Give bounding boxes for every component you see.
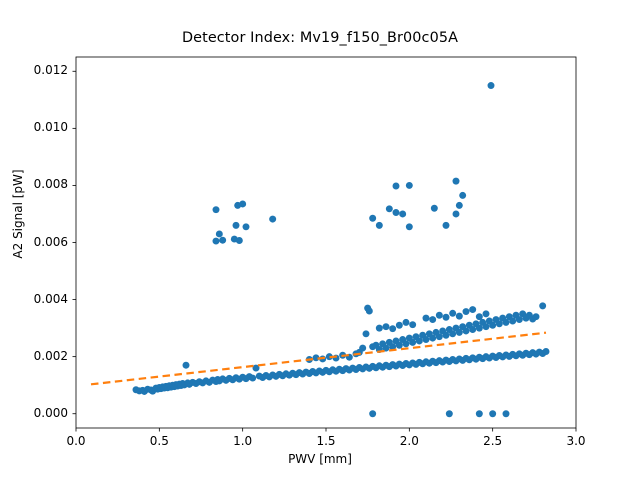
scatter-point <box>365 307 373 315</box>
x-tick-label: 0.0 <box>66 434 86 448</box>
scatter-point <box>515 316 523 324</box>
scatter-point <box>469 306 477 314</box>
scatter-point <box>502 318 510 326</box>
scatter-point <box>249 374 257 382</box>
scatter-point <box>325 353 333 361</box>
y-tick-label: 0.012 <box>33 63 68 78</box>
scatter-point <box>269 215 277 223</box>
x-tick-label: 1.0 <box>233 434 253 448</box>
scatter-point <box>409 321 417 329</box>
scatter-point <box>452 210 460 218</box>
scatter-point <box>402 318 410 326</box>
scatter-point <box>385 205 393 213</box>
y-tick-label: 0.006 <box>33 234 68 249</box>
scatter-point <box>212 237 220 245</box>
scatter-point <box>452 177 460 185</box>
trendline-dashed <box>90 331 547 386</box>
scatter-point <box>445 410 453 418</box>
scatter-point <box>395 341 403 349</box>
scatter-point <box>455 328 463 336</box>
scatter-point <box>509 317 517 325</box>
scatter-point <box>429 334 437 342</box>
scatter-point <box>539 302 547 310</box>
scatter-point <box>475 324 483 332</box>
scatter-point <box>430 204 438 212</box>
scatter-point <box>415 337 423 345</box>
scatter-point <box>359 344 367 352</box>
scatter-point <box>489 321 497 329</box>
scatter-point <box>429 316 437 324</box>
scatter-point <box>405 181 413 189</box>
scatter-point <box>487 82 495 90</box>
scatter-point <box>495 320 503 328</box>
scatter-point <box>375 221 383 229</box>
scatter-point <box>392 209 400 217</box>
scatter-point <box>475 313 483 321</box>
scatter-point <box>362 330 370 338</box>
scatter-point <box>409 338 417 346</box>
scatter-point <box>462 327 470 335</box>
scatter-point <box>389 343 397 351</box>
scatter-point <box>449 330 457 338</box>
scatter-point <box>482 323 490 331</box>
scatter-point <box>435 333 443 341</box>
scatter-point <box>369 214 377 222</box>
scatter-point <box>542 348 550 355</box>
scatter-point <box>455 201 463 209</box>
scatter-point <box>449 309 457 317</box>
scatter-point <box>405 223 413 231</box>
x-tick-label: 1.5 <box>316 434 336 448</box>
data-points <box>132 82 550 418</box>
scatter-point <box>442 313 450 321</box>
scatter-point <box>232 221 240 229</box>
scatter-point <box>532 313 540 321</box>
scatter-point <box>402 340 410 348</box>
x-tick-label: 2.0 <box>399 434 419 448</box>
scatter-point <box>442 331 450 339</box>
y-tick-label: 0.010 <box>33 120 68 135</box>
scatter-point <box>375 324 383 332</box>
y-tick-label: 0.000 <box>33 405 68 420</box>
scatter-point <box>242 223 250 231</box>
scatter-point <box>455 312 463 320</box>
scatter-point <box>389 325 397 333</box>
scatter-point <box>469 326 477 334</box>
scatter-point <box>215 230 223 238</box>
x-tick-label: 0.5 <box>149 434 169 448</box>
scatter-point <box>475 410 483 418</box>
scatter-point <box>382 344 390 352</box>
axis-ticks <box>72 70 577 432</box>
scatter-point <box>502 410 510 418</box>
scatter-point <box>442 221 450 229</box>
x-axis-label: PWV [mm] <box>288 452 352 466</box>
scatter-point <box>239 200 247 208</box>
scatter-point <box>462 308 470 316</box>
scatter-point <box>399 210 407 218</box>
scatter-point <box>212 206 220 214</box>
scatter-point <box>235 237 243 244</box>
scatter-point <box>182 361 190 369</box>
page-title: Detector Index: Mv19_f150_Br00c05A <box>181 30 459 46</box>
x-tick-label: 2.5 <box>483 434 503 448</box>
scatter-point <box>459 191 467 199</box>
scatter-point <box>422 336 430 344</box>
y-tick-label: 0.002 <box>33 348 68 363</box>
scatter-point <box>252 364 260 372</box>
x-tick-label: 3.0 <box>566 434 586 448</box>
y-tick-label: 0.004 <box>33 291 68 306</box>
scatter-point <box>392 182 400 190</box>
scatter-point <box>422 314 430 322</box>
trendline <box>90 331 547 386</box>
scatter-point <box>489 410 497 418</box>
scatter-point <box>435 311 443 319</box>
scatter-point <box>369 410 377 418</box>
scatter-point <box>219 236 227 244</box>
scatter-point <box>395 321 403 329</box>
y-axis-label: A2 Signal [pW] <box>11 169 25 259</box>
y-tick-label: 0.008 <box>33 177 68 192</box>
scatter-point <box>482 310 490 318</box>
scatter-point <box>382 323 390 331</box>
